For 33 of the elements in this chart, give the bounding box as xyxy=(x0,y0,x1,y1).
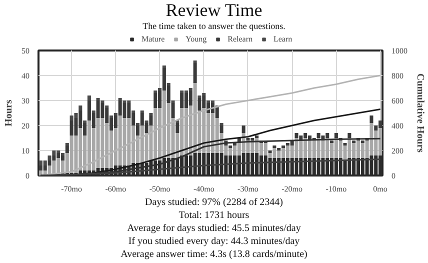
x-tick-label: -50mo xyxy=(149,184,170,194)
text: Total: 1731 hours xyxy=(178,209,250,222)
x-tick-label: -10mo xyxy=(326,184,347,194)
legend-label: Mature xyxy=(142,34,165,44)
y2-tick-label: 800 xyxy=(392,72,404,80)
x-tick-label: 0mo xyxy=(373,184,388,194)
y2-axis-title: Cumulative Hours xyxy=(414,73,426,153)
y-tick-label: 50 xyxy=(22,46,30,56)
x-tick-label: -40mo xyxy=(193,184,214,194)
x-tick-label: -20mo xyxy=(282,184,303,194)
x-tick-label: -30mo xyxy=(238,184,258,194)
y2-tick-label: 1000 xyxy=(392,46,408,56)
x-tick-label: -70mo xyxy=(61,184,82,194)
y2-tick-label: 400 xyxy=(392,122,404,130)
legend-label: Relearn xyxy=(228,34,252,44)
chart-title: Review Time xyxy=(166,0,262,21)
y-tick-label: 40 xyxy=(22,72,30,80)
y-tick-label: 20 xyxy=(22,122,30,130)
legend-label: Learn xyxy=(273,34,294,44)
y-tick-label: 0 xyxy=(26,172,30,180)
text: If you studied every day: 44.3 minutes/day xyxy=(128,235,300,248)
text: Average for days studied: 45.5 minutes/day xyxy=(127,222,301,235)
y-tick-label: 10 xyxy=(22,146,30,156)
chart-subtitle: The time taken to answer the questions. xyxy=(142,21,286,32)
text: Days studied: 97% (2284 of 2344) xyxy=(144,196,284,209)
y2-tick-label: 600 xyxy=(392,96,404,106)
x-tick-label: -60mo xyxy=(105,184,126,194)
y-tick-label: 30 xyxy=(22,96,30,106)
y2-tick-label: 200 xyxy=(392,146,404,156)
legend-label: Young xyxy=(186,34,207,44)
text: Average answer time: 4.3s (13.8 cards/minute) xyxy=(120,248,308,261)
y-axis-title: Hours xyxy=(4,100,14,126)
y2-tick-label: 0 xyxy=(392,172,396,180)
